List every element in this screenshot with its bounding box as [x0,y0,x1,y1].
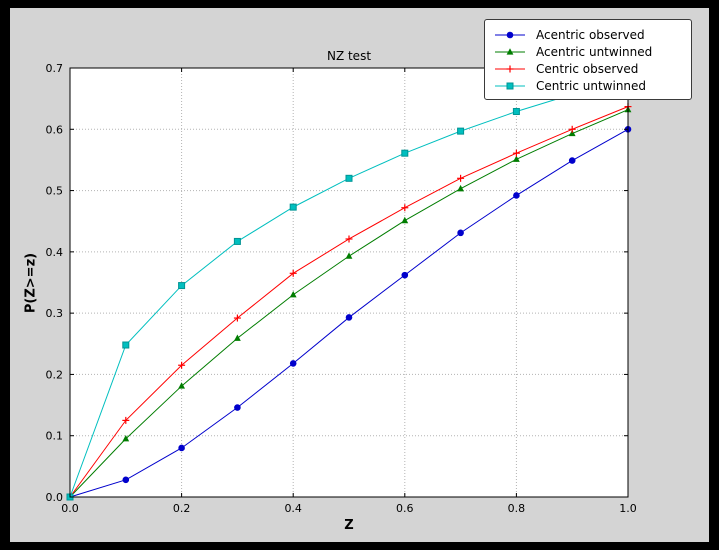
legend-line-circle-icon [495,31,525,38]
svg-text:0.0: 0.0 [61,502,79,515]
svg-text:0.4: 0.4 [284,502,302,515]
svg-text:0.5: 0.5 [46,185,64,198]
svg-text:0.2: 0.2 [173,502,191,515]
legend-label: Centric observed [536,61,639,76]
svg-text:0.6: 0.6 [46,123,64,136]
legend-line-square-icon [495,82,525,89]
legend-item-acentric-untwinned: Acentric untwinned [493,43,683,60]
x-axis-label: Z [344,518,354,533]
legend-line-triangle-icon [495,47,525,55]
y-axis-label: P(Z>=z) [23,252,39,314]
legend-label: Acentric untwinned [536,44,653,59]
svg-text:1.0: 1.0 [619,502,637,515]
legend-item-centric-observed: Centric observed [493,60,683,77]
legend-line-plus-icon [495,65,525,72]
legend: Acentric observed Acentric untwinned Cen… [484,19,692,100]
svg-text:0.1: 0.1 [46,430,64,443]
chart-title: NZ test [326,49,372,63]
legend-label: Acentric observed [536,27,645,42]
legend-label: Centric untwinned [536,78,647,93]
svg-text:0.4: 0.4 [46,246,64,259]
svg-text:0.2: 0.2 [46,368,64,381]
legend-item-centric-untwinned: Centric untwinned [493,77,683,94]
svg-text:0.6: 0.6 [396,502,414,515]
svg-text:0.3: 0.3 [46,307,64,320]
svg-text:0.8: 0.8 [508,502,526,515]
legend-item-acentric-observed: Acentric observed [493,26,683,43]
svg-text:0.0: 0.0 [46,491,64,504]
svg-text:0.7: 0.7 [46,62,64,75]
